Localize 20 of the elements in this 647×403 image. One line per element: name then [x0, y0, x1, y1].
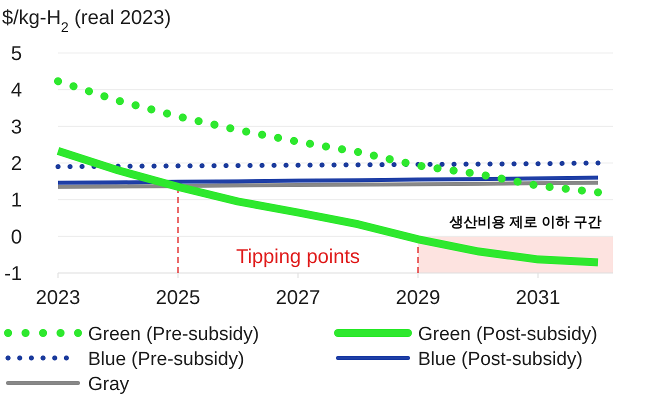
y-tick-label: 1	[10, 190, 22, 212]
y-tick-label: 0	[10, 226, 22, 248]
x-tick-label: 2031	[516, 287, 560, 309]
annotation: Tipping points	[236, 246, 360, 268]
band-label: 생산비용 제로 이하 구간	[448, 213, 602, 230]
legend-label: Blue (Pre-subsidy)	[88, 349, 244, 370]
legend-label: Blue (Post-subsidy)	[418, 349, 583, 370]
y-tick-label: 2	[10, 153, 22, 175]
y-tick-label: 3	[10, 116, 22, 138]
y-tick-label: 5	[10, 43, 22, 65]
x-tick-label: 2027	[276, 287, 320, 309]
legend-label: Green (Post-subsidy)	[418, 324, 598, 345]
y-tick-label: -1	[4, 263, 22, 285]
x-tick-label: 2025	[156, 287, 200, 309]
legend-label: Green (Pre-subsidy)	[88, 324, 260, 345]
y-tick-label: 4	[10, 80, 22, 102]
x-tick-label: 2029	[396, 287, 440, 309]
y-axis-title: $/kg-H$_{2}$ (real 2023)	[2, 7, 171, 35]
legend-label: Gray	[88, 374, 130, 395]
x-tick-label: 2023	[36, 287, 80, 309]
